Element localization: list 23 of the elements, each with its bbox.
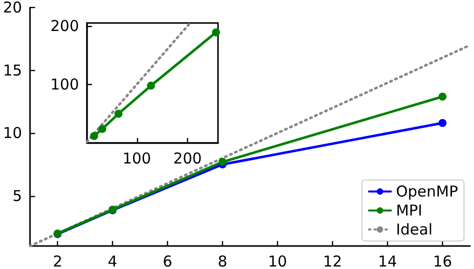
x-tick-label: 8 [218, 252, 228, 269]
point [212, 28, 220, 36]
y-tick-label: 5 [12, 186, 22, 205]
x-tick-label: 16 [432, 252, 452, 269]
point [90, 132, 98, 140]
x-tick-label: 6 [162, 252, 172, 269]
y-tick-label: 20 [2, 0, 22, 16]
y-tick-label: 15 [2, 61, 22, 80]
point [98, 124, 106, 133]
point [146, 82, 155, 90]
x-tick-label: 12 [322, 252, 342, 269]
x-tick-label: 2 [52, 252, 62, 269]
legend-label: Ideal [396, 220, 432, 238]
x-tick-label: 10 [268, 252, 288, 269]
x-tick-label: 14 [378, 252, 398, 269]
legend-label: MPI [396, 202, 422, 220]
point [438, 118, 447, 127]
point [438, 92, 447, 101]
y-tick-label: 10 [2, 124, 22, 142]
point [218, 158, 227, 166]
x-tick-label: 4 [108, 252, 118, 269]
point [114, 110, 122, 118]
legend-label: OpenMP [396, 182, 458, 200]
